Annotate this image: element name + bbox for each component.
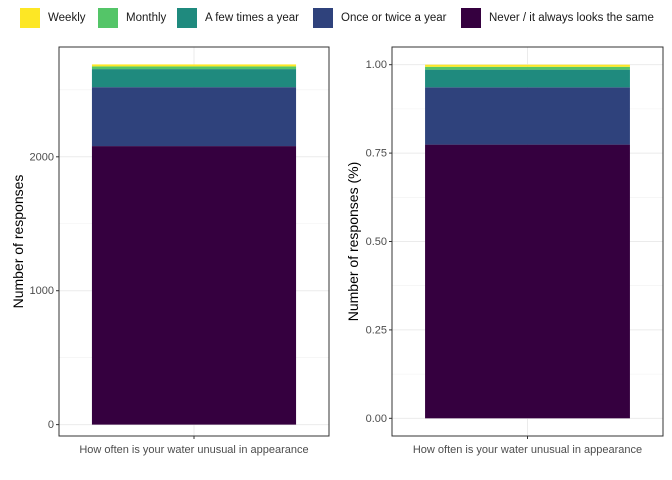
y-tick-label: 0.75 [366, 148, 387, 160]
bar-segment-4 [425, 66, 630, 70]
legend-item-once-twice-year: Once or twice a year [313, 6, 446, 30]
bar-segment-1 [425, 144, 630, 419]
legend-item-never: Never / it always looks the same [461, 6, 654, 30]
y-axis-title: Number of responses (%) [345, 162, 361, 322]
legend-item-monthly: Monthly [98, 6, 166, 30]
legend-key-few-times-year [177, 8, 197, 28]
bar-segment-1 [91, 146, 297, 425]
y-axis-title: Number of responses [10, 175, 26, 309]
legend-key-once-twice-year [313, 8, 333, 28]
chart-panel-2: 0.00 0.25 0.50 0.75 1.00 How often is your wa… [345, 46, 664, 456]
legend-label-monthly: Monthly [126, 12, 167, 24]
y-tick-label: 0.25 [366, 324, 387, 336]
legend-item-weekly: Weekly [20, 6, 86, 30]
bar-segment-3 [91, 69, 297, 88]
legend: Weekly Monthly A few times a year Once o… [0, 6, 672, 30]
bar-segment-2 [425, 87, 630, 145]
x-tick-label: How often is your water unusual in appea… [413, 444, 642, 456]
bar-segment-5 [91, 64, 297, 67]
bar-segment-4 [91, 66, 297, 70]
legend-label-never: Never / it always looks the same [489, 12, 654, 24]
legend-key-weekly [20, 8, 40, 28]
y-tick-label: 0.50 [366, 236, 387, 248]
bar-segment-2 [91, 87, 297, 147]
legend-label-few-times-year: A few times a year [205, 12, 299, 24]
legend-key-never [461, 8, 481, 28]
y-tick-label: 0 [48, 419, 54, 431]
legend-key-monthly [98, 8, 118, 28]
legend-label-weekly: Weekly [48, 12, 86, 24]
x-tick-label: How often is your water unusual in appea… [79, 444, 308, 456]
y-tick-label: 0.00 [366, 413, 387, 425]
y-tick-label: 2000 [30, 151, 54, 163]
chart-panel-1: 0 1000 2000 How often is your water unusual… [10, 46, 330, 456]
legend-label-once-twice-year: Once or twice a year [341, 12, 447, 24]
legend-item-few-times-year: A few times a year [177, 6, 299, 30]
y-tick-label: 1000 [30, 285, 54, 297]
bar-segment-5 [425, 64, 630, 67]
bar-segment-3 [425, 69, 630, 88]
y-tick-label: 1.00 [366, 59, 387, 71]
